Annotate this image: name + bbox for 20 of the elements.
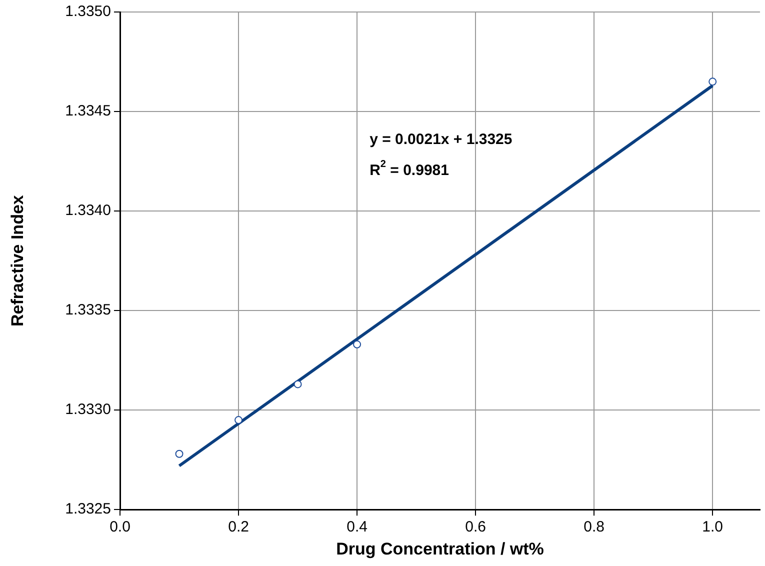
point (294, 380, 302, 388)
x-tick-label: 0.0 (110, 518, 130, 536)
y-tick-label: 1.3330 (65, 401, 111, 418)
x-tick-label: 0.6 (465, 518, 486, 536)
point (234, 416, 243, 424)
point (353, 340, 362, 348)
x-tick-label: 0.2 (228, 518, 249, 536)
point (175, 450, 184, 458)
y-tick-label: 1.3325 (65, 500, 111, 518)
x-tick-label: 0.4 (346, 518, 368, 536)
y-axis-title: Refractive Index (8, 194, 27, 326)
y-tick-label: 1.3345 (65, 102, 111, 120)
point (708, 78, 717, 86)
x-axis-title: Drug Concentration / wt% (336, 539, 544, 558)
x-tick-label: 1.0 (702, 518, 724, 536)
y-tick-label: 1.3335 (65, 302, 111, 319)
annotation: y = 0.0021x + 1.3325 (370, 131, 512, 148)
y-tick-label: 1.3350 (65, 3, 111, 20)
y-tick-label: 1.3340 (65, 202, 111, 220)
x-tick-label: 0.8 (584, 518, 605, 536)
